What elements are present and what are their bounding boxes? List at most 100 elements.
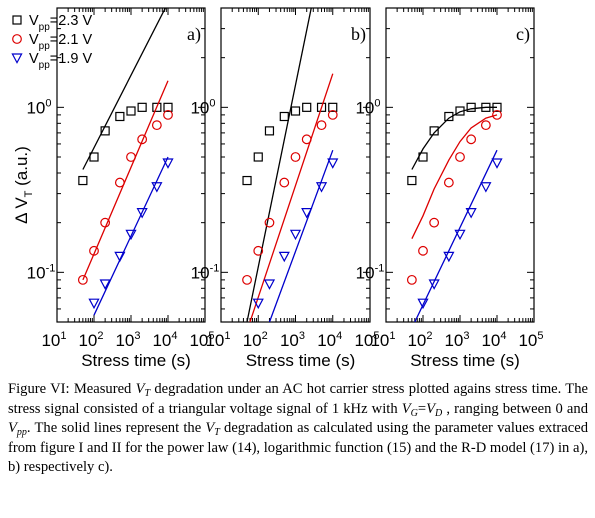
fit-line-3	[268, 149, 334, 322]
data-point-triangle	[99, 279, 111, 290]
data-point-square	[78, 175, 88, 186]
data-point-square	[126, 106, 136, 116]
data-point-square	[418, 152, 428, 162]
x-tick-label: 103	[444, 330, 469, 350]
data-point-circle	[301, 134, 312, 145]
fit-line-2	[411, 114, 498, 239]
x-tick-label: 102	[243, 330, 268, 350]
panel-label: b)	[351, 24, 366, 45]
data-point-triangle	[278, 251, 290, 263]
fit-line-2	[249, 73, 334, 322]
data-point-triangle	[125, 229, 137, 241]
data-point-circle	[163, 109, 173, 120]
data-point-circle	[466, 134, 477, 145]
caption-equals: =	[417, 400, 427, 417]
fit-line-3	[414, 149, 498, 322]
chart-panel-1: 101 102 103 104 105 10-1 100 Stress time (s) a) Δ…	[11, 7, 215, 370]
legend-marker-square	[12, 15, 22, 25]
data-point-triangle	[252, 298, 264, 310]
legend-label: Vpp=2.3 V	[29, 13, 92, 33]
fit-line-1	[82, 8, 167, 170]
data-point-circle	[429, 217, 440, 228]
x-tick-label: 105	[189, 330, 214, 350]
data-point-square	[455, 106, 465, 116]
data-point-triangle	[315, 182, 328, 193]
plot-frame	[385, 7, 535, 323]
legend-label: Vpp=2.1 V	[29, 32, 92, 52]
x-tick-label: 105	[354, 330, 379, 350]
data-point-square	[328, 102, 338, 112]
data-point-triangle	[162, 158, 174, 169]
chart-panel-2: 101 102 103 104 105 10-1 100 Stress time (s) b)	[190, 7, 380, 370]
data-point-circle	[418, 245, 428, 256]
x-tick-label: 102	[78, 330, 103, 350]
data-point-triangle	[428, 279, 440, 290]
data-point-circle	[455, 152, 465, 162]
y-tick-label: 10-1	[191, 262, 220, 282]
data-point-circle	[264, 217, 275, 228]
data-point-triangle	[136, 208, 148, 219]
data-point-circle	[137, 134, 148, 145]
data-point-square	[163, 102, 173, 112]
panel-label: a)	[187, 24, 201, 45]
data-point-square	[492, 102, 502, 112]
data-point-square	[302, 102, 312, 112]
x-axis-label: Stress time (s)	[246, 351, 356, 370]
fit-line-1	[246, 8, 312, 322]
data-point-circle	[406, 274, 417, 285]
x-tick-label: 103	[280, 330, 305, 350]
data-point-triangle	[454, 229, 466, 241]
data-point-triangle	[88, 298, 100, 310]
x-axis-label: Stress time (s)	[81, 351, 191, 370]
caption-text-5: degradation as calculated using the para…	[8, 420, 588, 476]
data-point-circle	[316, 120, 327, 131]
data-point-square	[279, 111, 289, 122]
caption-vd-symbol: VD	[426, 400, 443, 419]
data-point-square	[242, 175, 252, 186]
caption-vt-symbol-2: VT	[205, 420, 220, 439]
data-point-square	[89, 152, 99, 162]
data-point-circle	[279, 177, 290, 188]
data-point-circle	[480, 120, 491, 131]
data-point-square	[316, 102, 327, 112]
y-tick-label: 100	[26, 97, 51, 117]
x-tick-label: 101	[370, 330, 395, 350]
data-point-triangle	[480, 182, 492, 193]
figure-caption: Figure VI: Measured VT degradation under…	[8, 380, 588, 478]
plot-frame	[220, 7, 371, 323]
data-point-circle	[253, 245, 264, 256]
x-axis-label: Stress time (s)	[410, 351, 520, 370]
caption-text-1: Figure VI: Measured	[8, 381, 136, 397]
x-tick-label: 101	[41, 330, 66, 350]
caption-vpp-symbol: Vpp	[8, 420, 27, 439]
data-point-square	[115, 111, 125, 122]
data-point-triangle	[465, 208, 477, 219]
data-point-circle	[114, 177, 125, 188]
data-point-square	[466, 102, 476, 112]
data-point-circle	[327, 109, 338, 120]
data-point-square	[152, 102, 162, 112]
caption-text-3: , ranging between 0 and	[442, 400, 588, 417]
data-point-square	[253, 152, 263, 162]
caption-vt-symbol: VT	[135, 381, 151, 399]
data-point-triangle	[327, 158, 339, 169]
data-point-triangle	[301, 208, 313, 219]
y-tick-label: 100	[355, 97, 380, 117]
data-point-circle	[492, 109, 502, 120]
caption-text-4: . The solid lines represent the	[26, 420, 206, 437]
data-point-square	[100, 126, 110, 136]
caption-text-2: degradation under an AC hot carrier stre…	[8, 381, 588, 417]
caption-vg-symbol: VG	[401, 400, 418, 419]
figure-panels: 101 102 103 104 105 10-1 100 Stress time (s) a) Δ…	[11, 7, 544, 370]
data-point-circle	[151, 120, 162, 131]
x-tick-label: 105	[518, 330, 543, 350]
data-point-triangle	[289, 229, 302, 241]
data-point-circle	[89, 245, 99, 256]
x-tick-label: 104	[152, 330, 177, 350]
data-point-square	[290, 106, 301, 116]
legend-marker-triangle	[11, 53, 23, 64]
legend-marker-circle	[12, 34, 22, 44]
fit-line-3	[93, 156, 169, 316]
data-point-circle	[290, 152, 301, 162]
